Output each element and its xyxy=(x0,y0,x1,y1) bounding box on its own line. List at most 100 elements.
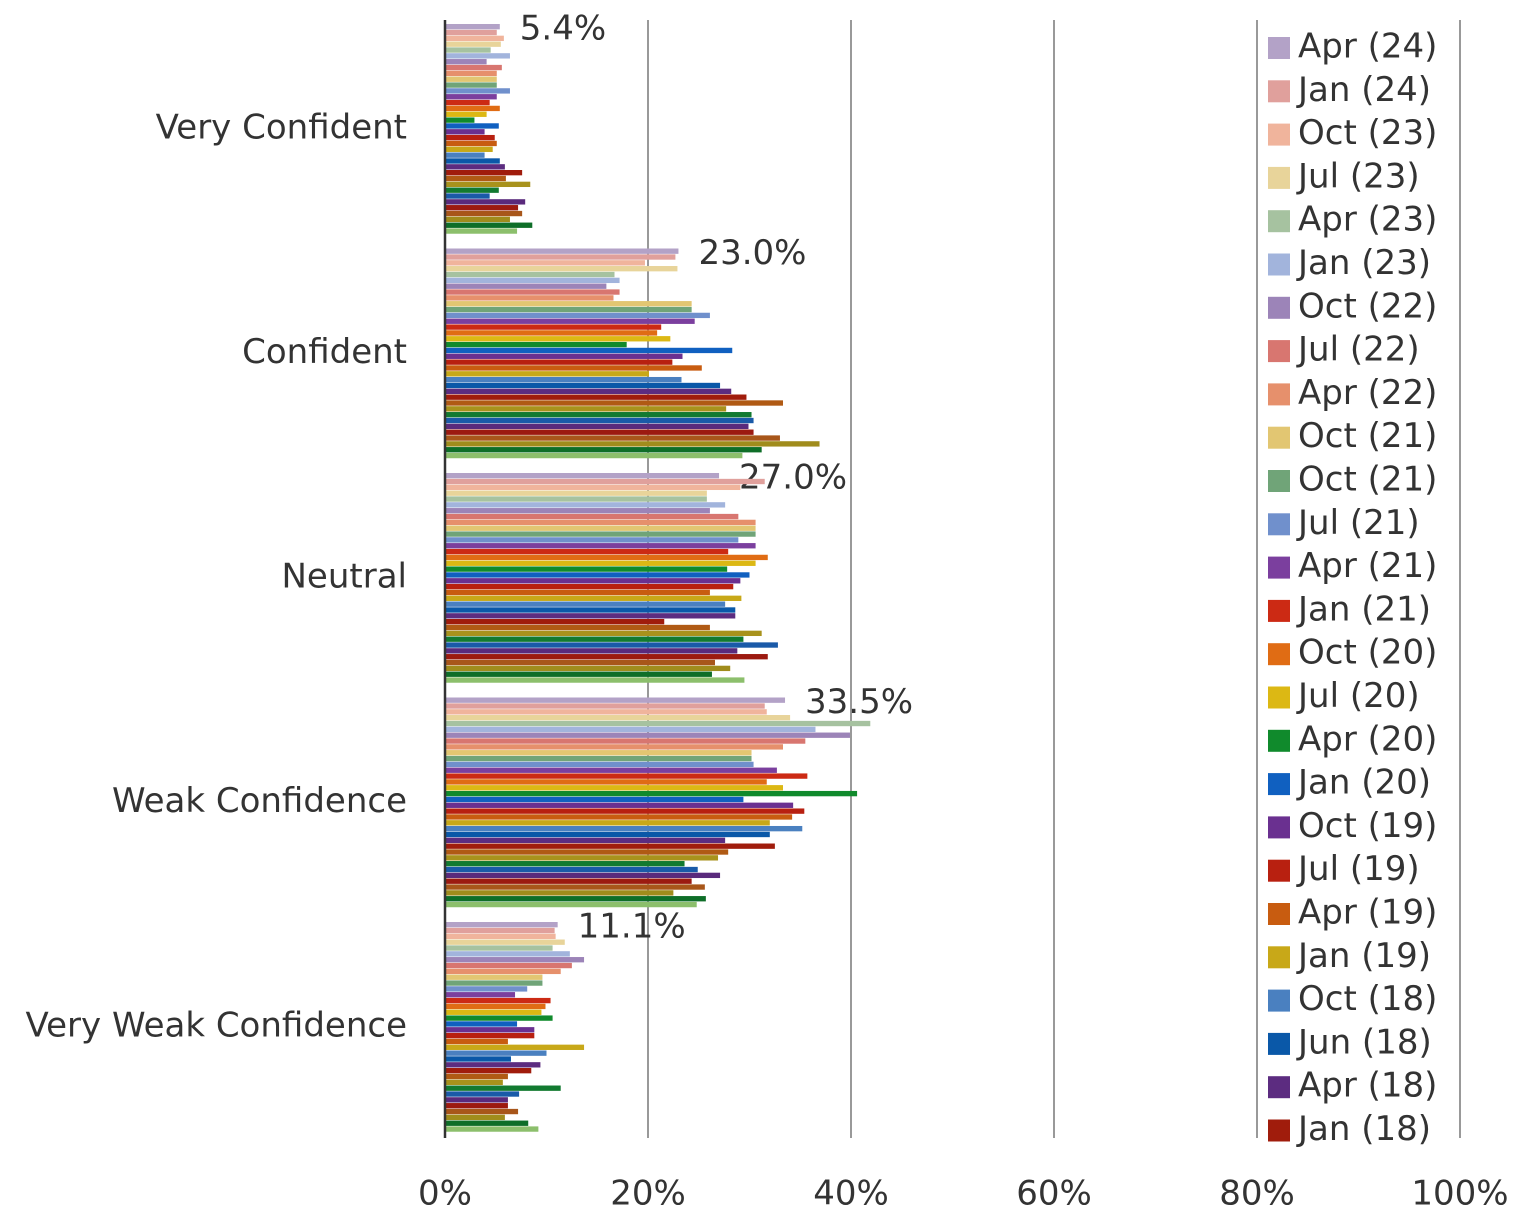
bar xyxy=(445,371,650,377)
bar xyxy=(445,271,615,278)
bar xyxy=(445,400,783,406)
bar xyxy=(445,890,674,896)
bar xyxy=(445,301,692,307)
bar xyxy=(445,572,750,578)
bar xyxy=(445,254,676,260)
legend-swatch xyxy=(1268,773,1290,796)
bar xyxy=(445,744,783,750)
bar xyxy=(445,394,747,400)
bar xyxy=(445,473,720,479)
legend-label: Jan (18) xyxy=(1296,1109,1431,1149)
bar xyxy=(445,814,793,820)
bar xyxy=(445,228,518,234)
category-label: Very Confident xyxy=(156,108,407,148)
bar xyxy=(445,878,692,884)
bar xyxy=(445,1091,520,1097)
bar xyxy=(445,697,786,703)
data-label: 33.5% xyxy=(805,682,913,722)
bar xyxy=(445,642,778,648)
bar xyxy=(445,94,497,100)
bar xyxy=(445,146,493,152)
bar xyxy=(445,1114,505,1121)
bar xyxy=(445,248,679,254)
bar xyxy=(445,566,728,572)
legend-label: Oct (19) xyxy=(1298,806,1437,846)
bar xyxy=(445,175,506,182)
bar xyxy=(445,665,731,672)
bar xyxy=(445,210,523,217)
legend-label: Oct (22) xyxy=(1298,286,1437,326)
bar xyxy=(445,543,756,549)
bar xyxy=(445,47,491,53)
bar xyxy=(445,613,736,619)
legend-label: Oct (23) xyxy=(1298,113,1437,153)
bar xyxy=(445,312,710,319)
bar xyxy=(445,70,497,77)
legend-label: Jul (23) xyxy=(1296,156,1420,196)
bar xyxy=(445,306,692,313)
bar xyxy=(445,123,499,129)
legend-swatch xyxy=(1268,1119,1290,1142)
bar xyxy=(445,88,510,94)
bar xyxy=(445,330,658,336)
x-tick-label: 0% xyxy=(418,1174,472,1214)
bar xyxy=(445,35,504,42)
bar xyxy=(445,677,745,683)
x-tick-label: 100% xyxy=(1411,1174,1508,1214)
bar xyxy=(445,802,794,808)
bar xyxy=(445,986,528,992)
legend-swatch xyxy=(1268,903,1290,925)
bar xyxy=(445,82,497,88)
legend-swatch xyxy=(1268,210,1290,233)
bar xyxy=(445,441,820,447)
bar xyxy=(445,508,710,514)
bar xyxy=(445,447,762,453)
bar xyxy=(445,1027,535,1033)
bar xyxy=(445,365,702,371)
bar xyxy=(445,484,741,491)
legend-swatch xyxy=(1268,253,1290,276)
bar xyxy=(445,968,561,975)
bar xyxy=(445,997,551,1004)
bar xyxy=(445,1062,541,1068)
bar xyxy=(445,59,487,65)
bar xyxy=(445,1108,519,1115)
bar xyxy=(445,1056,511,1062)
bar xyxy=(445,64,502,71)
bar xyxy=(445,560,756,566)
bar xyxy=(445,1097,508,1103)
legend-swatch xyxy=(1268,859,1290,882)
bar xyxy=(445,478,765,485)
bar xyxy=(445,933,556,940)
legend-label: Oct (21) xyxy=(1298,416,1437,456)
legend-label: Oct (20) xyxy=(1298,633,1437,673)
bar xyxy=(445,222,533,228)
legend-label: Jan (23) xyxy=(1296,243,1431,283)
legend-label: Jun (18) xyxy=(1296,1022,1432,1062)
legend-swatch xyxy=(1268,989,1290,1012)
bar xyxy=(445,41,501,47)
bar xyxy=(445,1038,508,1045)
bar xyxy=(445,884,705,890)
bar xyxy=(445,129,485,135)
bar xyxy=(445,619,665,625)
bar xyxy=(445,1073,508,1080)
x-tick-label: 60% xyxy=(1016,1174,1092,1214)
legend-swatch xyxy=(1268,513,1290,536)
bar xyxy=(445,382,721,389)
bar xyxy=(445,767,777,773)
bar xyxy=(445,957,585,963)
bar xyxy=(445,939,565,945)
bar xyxy=(445,513,739,520)
bar xyxy=(445,318,695,324)
bar xyxy=(445,388,732,394)
legend-swatch xyxy=(1268,37,1290,59)
x-tick-label: 80% xyxy=(1219,1174,1295,1214)
bar xyxy=(445,837,726,843)
bar xyxy=(445,962,572,969)
bar xyxy=(445,703,765,709)
legend-label: Apr (23) xyxy=(1298,200,1437,240)
bar xyxy=(445,170,523,176)
bar xyxy=(445,260,645,266)
bar xyxy=(445,417,754,424)
